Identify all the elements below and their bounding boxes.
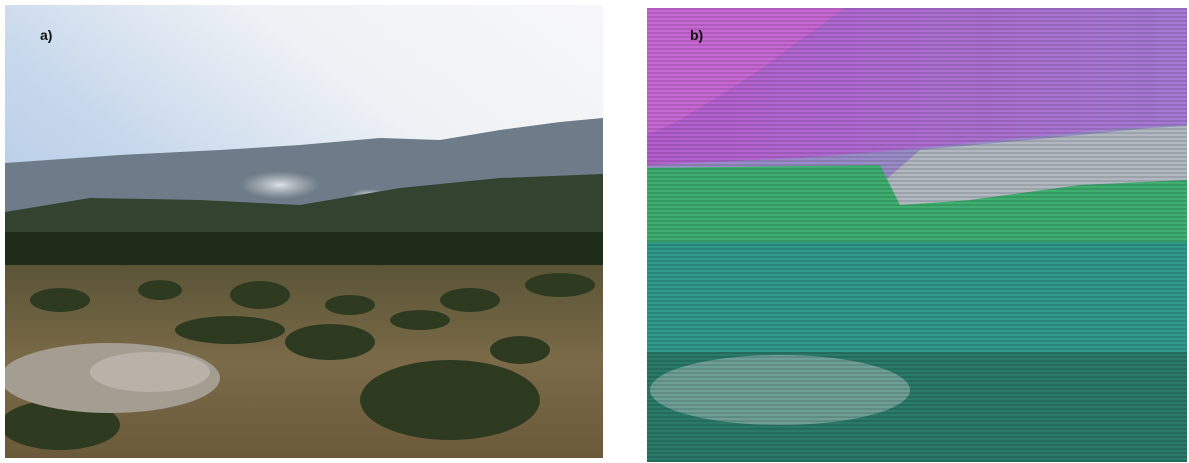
scan-lines bbox=[647, 8, 1187, 462]
panel-label: b) bbox=[690, 27, 703, 43]
photo-b bbox=[647, 8, 1187, 462]
panel-label: a) bbox=[40, 27, 52, 43]
page: a) b) (() => { const data = JSON.parse(d… bbox=[0, 0, 1189, 463]
rock-pile bbox=[90, 352, 210, 392]
photo-a bbox=[0, 5, 603, 458]
figure: a) b) bbox=[0, 0, 1189, 463]
smoke bbox=[240, 171, 320, 199]
